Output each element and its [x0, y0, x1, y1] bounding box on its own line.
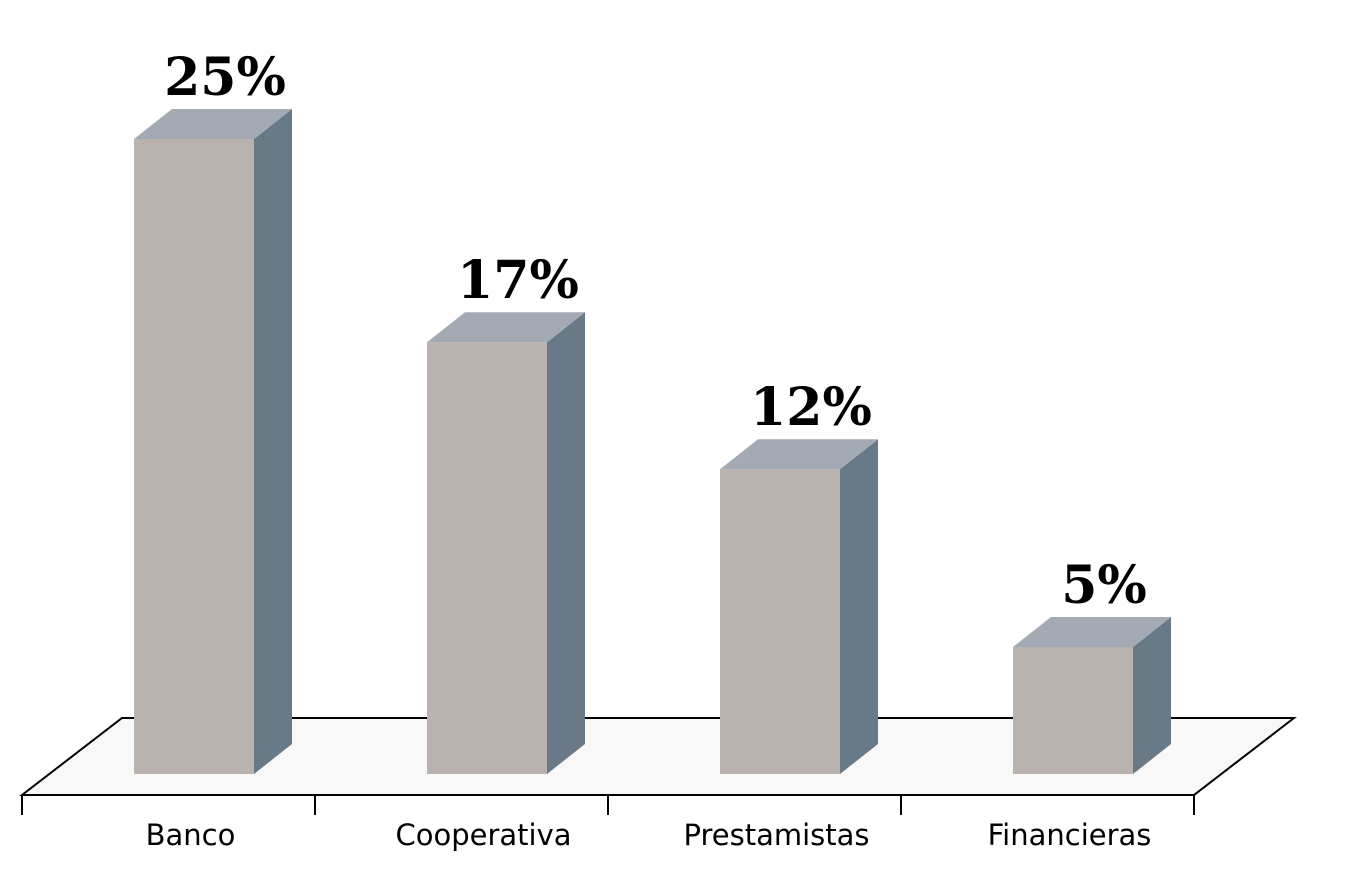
category-label: Financieras	[988, 818, 1152, 852]
chart-floor	[19, 717, 1297, 796]
bar-side	[1133, 617, 1171, 774]
bar	[1013, 617, 1171, 774]
x-axis-ticks	[21, 795, 1195, 815]
bar	[427, 312, 585, 774]
category-label: Prestamistas	[683, 818, 869, 852]
value-label: 5%	[1061, 555, 1147, 616]
bar-top	[720, 439, 878, 470]
bar-front	[720, 469, 840, 774]
value-label: 25%	[164, 47, 286, 108]
bar-side	[547, 312, 585, 774]
bar	[134, 109, 292, 774]
bar-side	[840, 439, 878, 774]
bar-top	[134, 109, 292, 139]
category-labels: Banco Cooperativa Prestamistas Financieras	[146, 818, 1152, 852]
category-label: Banco	[146, 818, 236, 852]
bars-group	[134, 109, 1171, 774]
value-label: 17%	[457, 250, 579, 311]
category-label: Cooperativa	[395, 818, 571, 852]
bar	[720, 439, 878, 774]
value-labels: 25% 17% 12% 5%	[164, 47, 1147, 616]
bar-top	[427, 312, 585, 343]
bar-top	[1013, 617, 1171, 647]
bar-front	[134, 139, 254, 774]
value-label: 12%	[750, 377, 872, 438]
bar-front	[427, 342, 547, 774]
bar-side	[254, 109, 292, 774]
bar-front	[1013, 647, 1133, 774]
